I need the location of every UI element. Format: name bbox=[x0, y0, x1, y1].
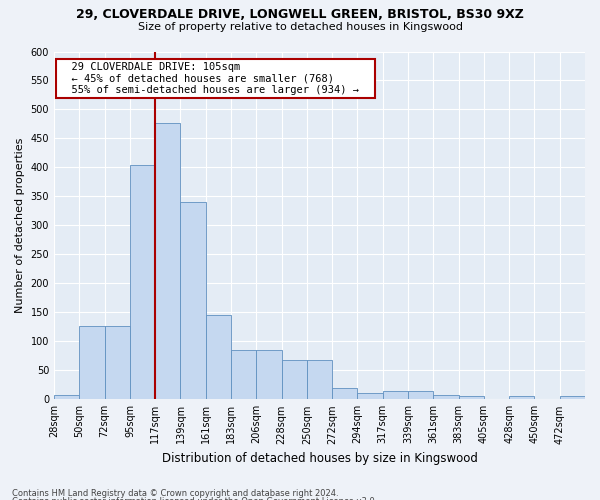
Bar bbox=[458, 396, 484, 400]
Text: Contains public sector information licensed under the Open Government Licence v3: Contains public sector information licen… bbox=[12, 497, 377, 500]
Text: 29, CLOVERDALE DRIVE, LONGWELL GREEN, BRISTOL, BS30 9XZ: 29, CLOVERDALE DRIVE, LONGWELL GREEN, BR… bbox=[76, 8, 524, 20]
Bar bbox=[408, 390, 433, 400]
Text: Contains HM Land Registry data © Crown copyright and database right 2024.: Contains HM Land Registry data © Crown c… bbox=[12, 488, 338, 498]
Text: Size of property relative to detached houses in Kingswood: Size of property relative to detached ho… bbox=[137, 22, 463, 32]
Y-axis label: Number of detached properties: Number of detached properties bbox=[15, 138, 25, 313]
Bar bbox=[256, 350, 281, 400]
Bar bbox=[307, 360, 332, 400]
Bar bbox=[281, 360, 307, 400]
Bar bbox=[54, 394, 79, 400]
Bar bbox=[130, 164, 155, 400]
Bar bbox=[104, 326, 130, 400]
Text: 29 CLOVERDALE DRIVE: 105sqm  
  ← 45% of detached houses are smaller (768)  
  5: 29 CLOVERDALE DRIVE: 105sqm ← 45% of det… bbox=[59, 62, 372, 95]
Bar bbox=[383, 390, 408, 400]
Bar bbox=[433, 395, 458, 400]
Bar bbox=[509, 396, 535, 400]
Bar bbox=[79, 326, 104, 400]
Bar bbox=[155, 123, 181, 400]
Bar bbox=[181, 202, 206, 400]
Bar bbox=[231, 350, 256, 400]
X-axis label: Distribution of detached houses by size in Kingswood: Distribution of detached houses by size … bbox=[161, 452, 478, 465]
Bar bbox=[560, 396, 585, 400]
Bar bbox=[332, 388, 358, 400]
Bar bbox=[206, 316, 231, 400]
Bar bbox=[358, 393, 383, 400]
